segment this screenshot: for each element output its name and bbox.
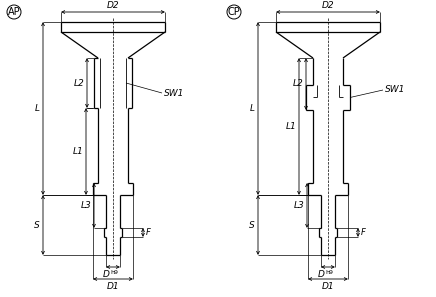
- Text: L3: L3: [293, 201, 304, 210]
- Text: D1: D1: [322, 282, 334, 291]
- Text: D1: D1: [107, 282, 119, 291]
- Text: L: L: [35, 104, 40, 113]
- Text: D: D: [103, 270, 110, 279]
- Text: F: F: [146, 228, 151, 237]
- Text: SW1: SW1: [164, 89, 184, 97]
- Text: L: L: [250, 104, 255, 113]
- Text: h9: h9: [110, 270, 118, 275]
- Text: D2: D2: [322, 1, 334, 10]
- Text: CP: CP: [228, 7, 240, 17]
- Text: L3: L3: [80, 201, 91, 210]
- Text: h9: h9: [325, 270, 333, 275]
- Text: SW1: SW1: [385, 86, 405, 94]
- Text: AP: AP: [8, 7, 20, 17]
- Text: F: F: [361, 228, 366, 237]
- Text: L1: L1: [285, 122, 296, 131]
- Text: D: D: [318, 270, 325, 279]
- Text: L2: L2: [292, 80, 303, 89]
- Text: D2: D2: [107, 1, 119, 10]
- Text: L2: L2: [73, 78, 84, 88]
- Text: L1: L1: [72, 147, 83, 156]
- Text: S: S: [34, 220, 40, 230]
- Text: S: S: [249, 220, 255, 230]
